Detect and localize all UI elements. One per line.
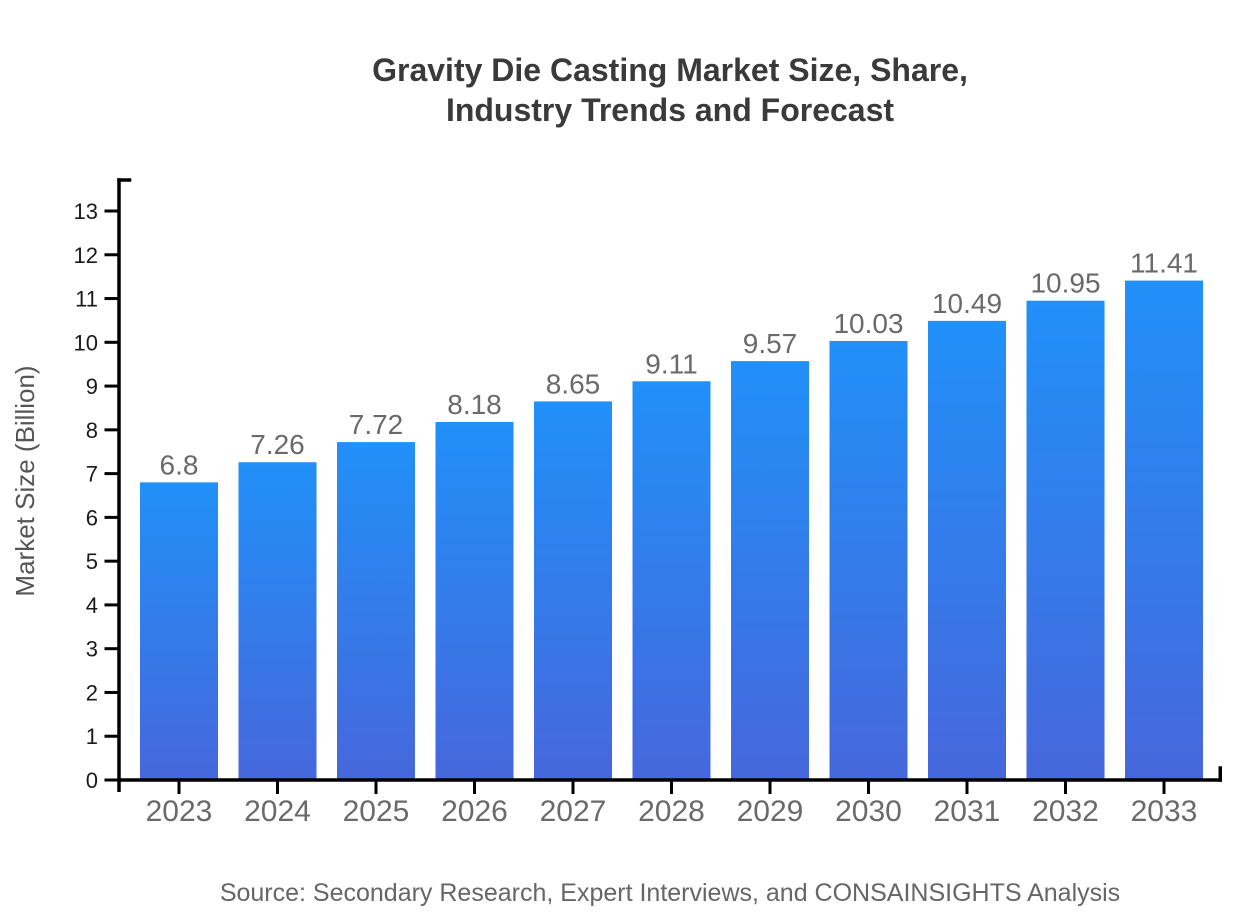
y-axis-end-cap xyxy=(117,178,132,182)
x-tick-2027 xyxy=(571,780,575,794)
y-tick-1 xyxy=(104,734,119,738)
y-tick-2 xyxy=(104,690,119,694)
y-tick-10 xyxy=(104,340,119,344)
x-tick-label-2024: 2024 xyxy=(244,795,311,828)
y-tick-6 xyxy=(104,515,119,519)
x-tick-label-2023: 2023 xyxy=(146,795,213,828)
bar-2031 xyxy=(928,320,1006,780)
y-tick-label-10: 10 xyxy=(74,330,98,355)
bar-2030 xyxy=(829,340,908,780)
bar-value-2028: 9.11 xyxy=(645,348,697,379)
x-tick-label-2026: 2026 xyxy=(441,795,508,828)
x-tick-2032 xyxy=(1064,780,1067,794)
bar-value-2032: 10.95 xyxy=(1030,268,1100,299)
x-tick-2031 xyxy=(965,780,969,794)
y-tick-label-1: 1 xyxy=(86,724,98,749)
y-tick-11 xyxy=(104,297,119,301)
y-tick-label-0: 0 xyxy=(86,768,98,793)
bar-2026 xyxy=(435,421,514,780)
x-tick-label-2030: 2030 xyxy=(835,795,902,828)
x-tick-label-2033: 2033 xyxy=(1131,795,1198,828)
bar-2029 xyxy=(731,361,809,780)
y-tick-9 xyxy=(104,384,119,388)
bar-2024 xyxy=(238,462,317,780)
x-tick-2029 xyxy=(768,780,772,794)
x-tick-2025 xyxy=(374,780,378,794)
y-tick-0 xyxy=(104,778,119,782)
x-tick-label-2029: 2029 xyxy=(737,795,804,828)
source-note: Source: Secondary Research, Expert Inter… xyxy=(219,879,1121,907)
y-tick-label-8: 8 xyxy=(86,418,98,443)
y-tick-label-4: 4 xyxy=(86,593,98,618)
bar-value-2027: 8.65 xyxy=(546,368,601,399)
bar-2027 xyxy=(534,401,612,780)
y-tick-label-11: 11 xyxy=(75,287,98,312)
bar-value-2026: 8.18 xyxy=(447,389,502,420)
x-tick-2033 xyxy=(1162,780,1166,794)
y-tick-label-13: 13 xyxy=(74,199,98,224)
y-tick-label-5: 5 xyxy=(86,549,98,574)
y-tick-label-12: 12 xyxy=(74,243,98,268)
x-axis-end-cap xyxy=(1218,766,1222,782)
y-tick-label-7: 7 xyxy=(86,462,98,487)
bar-2028 xyxy=(632,381,711,780)
bar-value-2023: 6.8 xyxy=(160,449,199,480)
bar-value-2025: 7.72 xyxy=(349,409,404,440)
bar-2025 xyxy=(337,442,415,780)
bar-value-2024: 7.26 xyxy=(250,429,305,460)
x-tick-2023 xyxy=(177,780,181,794)
y-tick-12 xyxy=(104,253,119,257)
bar-2023 xyxy=(140,482,218,780)
x-tick-2024 xyxy=(276,780,279,794)
y-tick-7 xyxy=(104,472,119,476)
y-tick-label-6: 6 xyxy=(86,505,98,530)
y-axis-title: Market Size (Billion) xyxy=(10,365,40,596)
x-tick-label-2028: 2028 xyxy=(638,795,705,828)
bar-2033 xyxy=(1125,280,1203,780)
x-tick-label-2025: 2025 xyxy=(343,795,410,828)
bar-value-2030: 10.03 xyxy=(833,308,903,339)
bar-value-2033: 11.41 xyxy=(1130,248,1198,279)
x-tick-label-2032: 2032 xyxy=(1032,795,1099,828)
bar-value-2031: 10.49 xyxy=(932,288,1002,319)
x-tick-label-2027: 2027 xyxy=(540,795,607,828)
chart-title: Gravity Die Casting Market Size, Share, … xyxy=(372,52,968,128)
x-tick-2026 xyxy=(473,780,476,794)
y-tick-13 xyxy=(104,209,119,213)
x-axis xyxy=(117,778,1222,782)
y-tick-label-3: 3 xyxy=(86,637,98,662)
y-tick-4 xyxy=(104,603,119,607)
x-tick-2030 xyxy=(867,780,870,794)
bar-value-2029: 9.57 xyxy=(743,328,798,359)
y-tick-label-9: 9 xyxy=(86,374,98,399)
x-tick-2028 xyxy=(670,780,673,794)
y-tick-8 xyxy=(104,428,119,432)
bar-2032 xyxy=(1026,300,1105,780)
y-tick-label-2: 2 xyxy=(86,680,98,705)
y-tick-5 xyxy=(104,559,119,563)
y-axis xyxy=(117,178,121,792)
y-tick-3 xyxy=(104,647,119,651)
x-tick-label-2031: 2031 xyxy=(934,795,1001,828)
